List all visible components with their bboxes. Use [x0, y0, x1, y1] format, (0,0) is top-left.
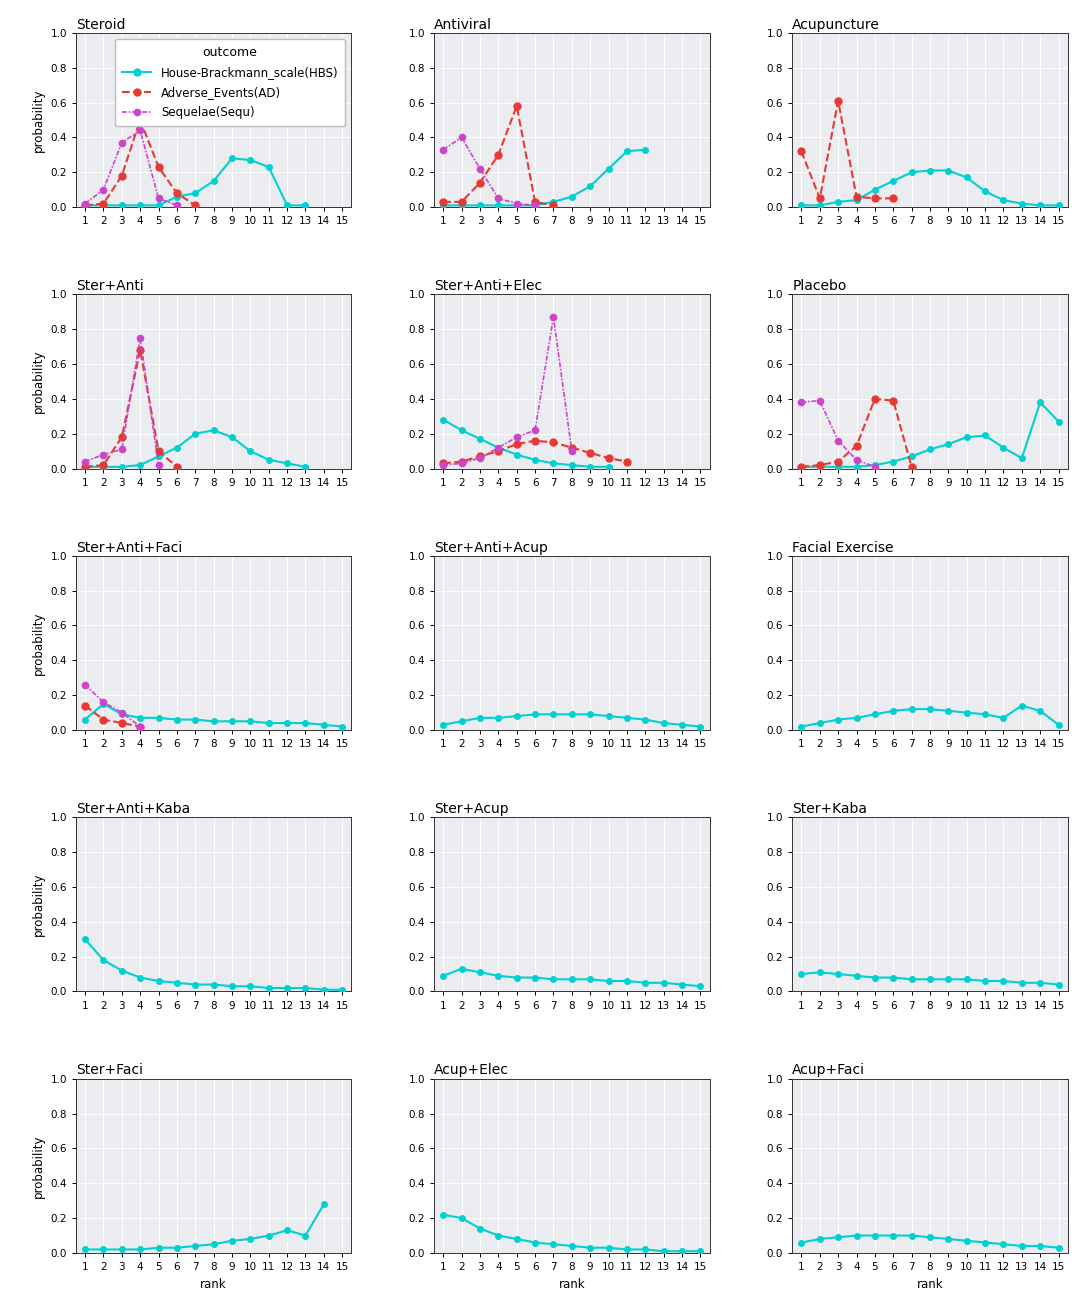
X-axis label: rank: rank [917, 1278, 943, 1291]
Text: Ster+Anti+Faci: Ster+Anti+Faci [76, 541, 182, 555]
Y-axis label: probability: probability [31, 350, 44, 413]
Text: Ster+Anti+Acup: Ster+Anti+Acup [434, 541, 547, 555]
Text: Ster+Anti+Elec: Ster+Anti+Elec [434, 279, 542, 293]
Y-axis label: probability: probability [31, 611, 44, 674]
Text: Ster+Acup: Ster+Acup [434, 802, 508, 816]
Text: Acup+Faci: Acup+Faci [792, 1064, 865, 1077]
Text: Placebo: Placebo [792, 279, 847, 293]
Y-axis label: probability: probability [31, 872, 44, 935]
Text: Acup+Elec: Acup+Elec [434, 1064, 508, 1077]
Text: Acupuncture: Acupuncture [792, 17, 880, 31]
Text: Ster+Kaba: Ster+Kaba [792, 802, 867, 816]
Text: Ster+Anti+Kaba: Ster+Anti+Kaba [76, 802, 190, 816]
Text: Facial Exercise: Facial Exercise [792, 541, 893, 555]
Text: Antiviral: Antiviral [434, 17, 492, 31]
Legend: House-Brackmann_scale(HBS), Adverse_Events(AD), Sequelae(Sequ): House-Brackmann_scale(HBS), Adverse_Even… [115, 38, 346, 126]
X-axis label: rank: rank [558, 1278, 585, 1291]
Text: Ster+Faci: Ster+Faci [76, 1064, 143, 1077]
Y-axis label: probability: probability [31, 88, 44, 152]
X-axis label: rank: rank [201, 1278, 227, 1291]
Y-axis label: probability: probability [31, 1134, 44, 1198]
Text: Steroid: Steroid [76, 17, 126, 31]
Text: Ster+Anti: Ster+Anti [76, 279, 143, 293]
